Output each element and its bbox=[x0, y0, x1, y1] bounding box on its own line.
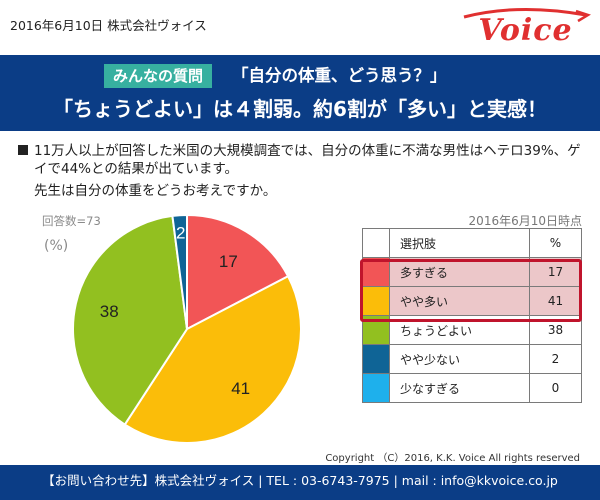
answer-table: 選択肢 % 多すぎる 17 やや多い 41 ちょうどよい 38 やや少ない 2 少なすぎる 0 bbox=[362, 228, 582, 403]
banner-question: 「自分の体重、どう思う？」 bbox=[232, 66, 447, 85]
pie-slice-1 bbox=[123, 274, 302, 444]
answer-label-0: 多すぎる bbox=[389, 257, 530, 287]
legend-swatch-1 bbox=[362, 286, 390, 316]
table-row: やや多い 41 bbox=[362, 286, 582, 316]
pie-value-label-0: 17 bbox=[219, 252, 238, 271]
date-company-label: 2016年6月10日 株式会社ヴォイス bbox=[10, 18, 207, 33]
answer-label-3: やや少ない bbox=[389, 344, 530, 374]
survey-description: 11万人以上が回答した米国の大規模調査では、自分の体重に不満な男性はヘテロ39%… bbox=[34, 143, 581, 177]
bullet-square-icon bbox=[18, 145, 28, 155]
answer-value-3: 2 bbox=[529, 344, 582, 374]
answer-value-0: 17 bbox=[529, 257, 582, 287]
respondent-count: 回答数=73 bbox=[42, 214, 101, 228]
legend-swatch-3 bbox=[362, 344, 390, 374]
pie-slice-2 bbox=[72, 214, 189, 426]
logo-swoosh-icon bbox=[463, 8, 591, 23]
logo-text: Voice bbox=[478, 13, 573, 48]
pie-value-label-2: 38 bbox=[100, 302, 119, 321]
table-row: ちょうどよい 38 bbox=[362, 315, 582, 345]
survey-question: 先生は自分の体重をどうお考えですか。 bbox=[34, 183, 277, 199]
pie-value-label-3: 2 bbox=[176, 223, 185, 242]
banner-headline: 「ちょうどよい」は４割弱。約6割が「多い」と実感！ bbox=[53, 97, 547, 121]
answer-value-2: 38 bbox=[529, 315, 582, 345]
table-header-label: 選択肢 bbox=[389, 228, 530, 258]
as-of-date: 2016年6月10日時点 bbox=[468, 214, 582, 228]
table-header-unit: % bbox=[529, 228, 582, 258]
header-swatch-cell bbox=[362, 228, 390, 258]
pie-slice-0 bbox=[186, 213, 290, 331]
unit-label: (%) bbox=[44, 238, 69, 254]
legend-swatch-4 bbox=[362, 373, 390, 403]
banner-tag: みんなの質問 bbox=[104, 64, 213, 88]
table-row: 少なすぎる 0 bbox=[362, 373, 582, 403]
copyright-text: Copyright （C）2016, K.K. Voice All rights… bbox=[325, 453, 580, 464]
pie-value-label-1: 41 bbox=[231, 379, 250, 398]
table-header-row: 選択肢 % bbox=[362, 228, 582, 258]
legend-swatch-2 bbox=[362, 315, 390, 345]
table-row: 多すぎる 17 bbox=[362, 257, 582, 287]
answer-value-1: 41 bbox=[529, 286, 582, 316]
answer-value-4: 0 bbox=[529, 373, 582, 403]
answer-label-1: やや多い bbox=[389, 286, 530, 316]
table-row: やや少ない 2 bbox=[362, 344, 582, 374]
answer-label-2: ちょうどよい bbox=[389, 315, 530, 345]
pie-slice-3 bbox=[171, 213, 188, 330]
legend-swatch-0 bbox=[362, 257, 390, 287]
contact-footer: 【お問い合わせ先】株式会社ヴォイス | TEL : 03-6743-7975 |… bbox=[0, 465, 600, 500]
question-banner: みんなの質問 「自分の体重、どう思う？」 「ちょうどよい」は４割弱。約6割が「多… bbox=[0, 55, 600, 131]
voice-logo: Voice bbox=[458, 5, 593, 53]
answer-label-4: 少なすぎる bbox=[389, 373, 530, 403]
